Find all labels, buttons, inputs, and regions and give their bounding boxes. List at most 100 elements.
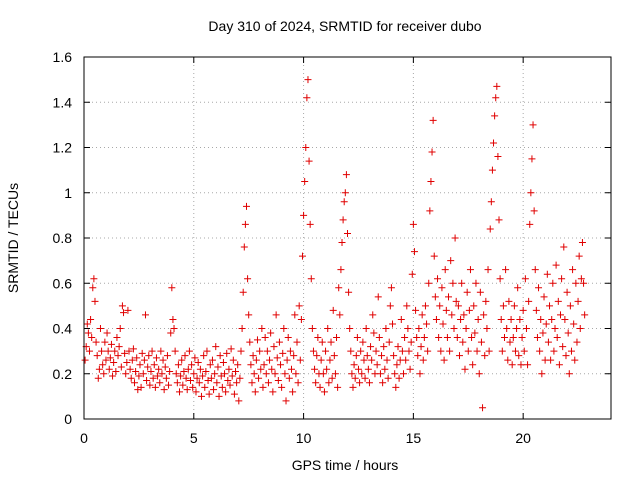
data-point — [125, 347, 133, 355]
data-point — [149, 374, 157, 382]
x-axis-label: GPS time / hours — [292, 457, 399, 473]
data-point — [391, 370, 399, 378]
data-point — [200, 352, 208, 360]
data-point — [563, 288, 571, 296]
data-point — [356, 379, 364, 387]
data-point — [179, 381, 187, 389]
data-point — [191, 354, 199, 362]
data-point — [324, 325, 332, 332]
data-point — [264, 379, 272, 387]
data-point — [525, 297, 533, 305]
y-tick-label: 0.2 — [53, 366, 73, 382]
data-point — [412, 306, 420, 314]
data-point — [376, 370, 384, 378]
data-point — [181, 352, 189, 360]
data-point — [533, 334, 541, 342]
data-point — [267, 329, 275, 337]
data-point — [202, 367, 210, 375]
data-point — [152, 354, 160, 362]
data-point — [190, 370, 198, 378]
data-point — [486, 225, 494, 233]
x-tick-label: 15 — [406, 430, 422, 446]
data-point — [458, 279, 466, 287]
data-point — [213, 379, 221, 387]
data-point — [511, 347, 519, 355]
data-point — [463, 288, 471, 296]
data-point — [158, 370, 166, 378]
data-point — [553, 334, 561, 342]
data-point — [258, 325, 266, 332]
data-point — [361, 374, 369, 382]
data-point — [124, 306, 132, 314]
data-point — [280, 325, 288, 332]
data-point — [539, 329, 547, 337]
data-point — [576, 325, 584, 332]
data-point — [307, 275, 315, 283]
data-point — [84, 329, 92, 337]
data-point — [148, 347, 156, 355]
data-point — [318, 338, 326, 346]
data-point — [455, 352, 463, 360]
data-point — [438, 284, 446, 292]
data-point — [211, 370, 219, 378]
data-point — [133, 354, 141, 362]
data-point — [420, 334, 428, 342]
data-point — [169, 315, 177, 323]
data-point — [309, 347, 317, 355]
data-point — [170, 325, 178, 332]
data-point — [453, 334, 461, 342]
data-point — [281, 370, 289, 378]
data-point — [285, 374, 293, 382]
data-point — [549, 279, 557, 287]
data-point — [155, 365, 163, 373]
data-point — [426, 207, 434, 215]
data-point — [246, 338, 254, 346]
data-point — [306, 220, 314, 228]
data-point — [218, 383, 226, 391]
data-point — [111, 347, 119, 355]
y-axis-label: SRMTID / TECUs — [5, 183, 21, 293]
data-point — [372, 347, 380, 355]
data-point — [320, 388, 328, 396]
data-point — [547, 356, 555, 364]
data-point — [226, 381, 234, 389]
data-point — [414, 352, 422, 360]
data-point — [296, 356, 304, 364]
data-point — [408, 270, 416, 278]
data-point — [427, 177, 435, 185]
data-point — [312, 379, 320, 387]
data-point — [554, 297, 562, 305]
data-point — [273, 354, 281, 362]
data-point — [558, 275, 566, 283]
data-point — [227, 345, 235, 353]
data-point — [120, 309, 128, 317]
data-point — [537, 315, 545, 323]
data-point — [509, 334, 517, 342]
data-point — [352, 352, 360, 360]
data-point — [316, 383, 324, 391]
data-point — [341, 189, 349, 197]
data-point — [398, 347, 406, 355]
data-point — [107, 340, 115, 348]
data-point — [559, 343, 567, 351]
data-point — [351, 374, 359, 382]
data-point — [350, 361, 358, 369]
data-point — [494, 153, 502, 161]
data-point — [271, 370, 279, 378]
data-point — [384, 374, 392, 382]
data-point — [565, 370, 573, 378]
data-point — [430, 252, 438, 260]
data-point — [294, 379, 302, 387]
data-point — [257, 365, 265, 373]
data-point — [269, 388, 277, 396]
data-point — [358, 370, 366, 378]
data-point — [569, 266, 577, 274]
data-point — [270, 343, 278, 351]
data-point — [395, 374, 403, 382]
data-point — [115, 343, 123, 351]
data-point — [140, 356, 148, 364]
y-tick-label: 1 — [64, 185, 72, 201]
data-point — [302, 144, 310, 151]
